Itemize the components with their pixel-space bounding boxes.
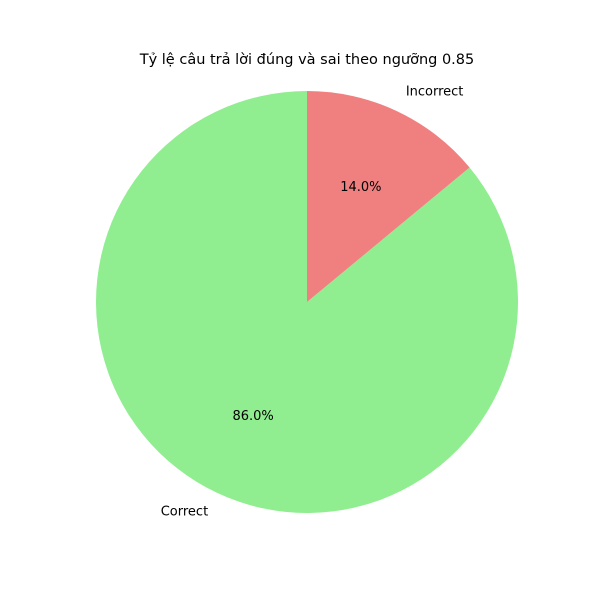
slice-label-correct: Correct [161,505,208,520]
pie-slice-correct [96,91,518,514]
pie-labels: Correct 86.0% Incorrect 14.0% [161,84,464,519]
pie-slice-incorrect [307,91,470,302]
slice-percent-incorrect: 14.0% [340,180,381,195]
slice-label-incorrect: Incorrect [406,84,464,99]
pie-slices [96,91,518,514]
slice-percent-correct: 86.0% [232,409,273,424]
chart-title: Tỷ lệ câu trả lời đúng và sai theo ngưỡn… [139,52,475,68]
